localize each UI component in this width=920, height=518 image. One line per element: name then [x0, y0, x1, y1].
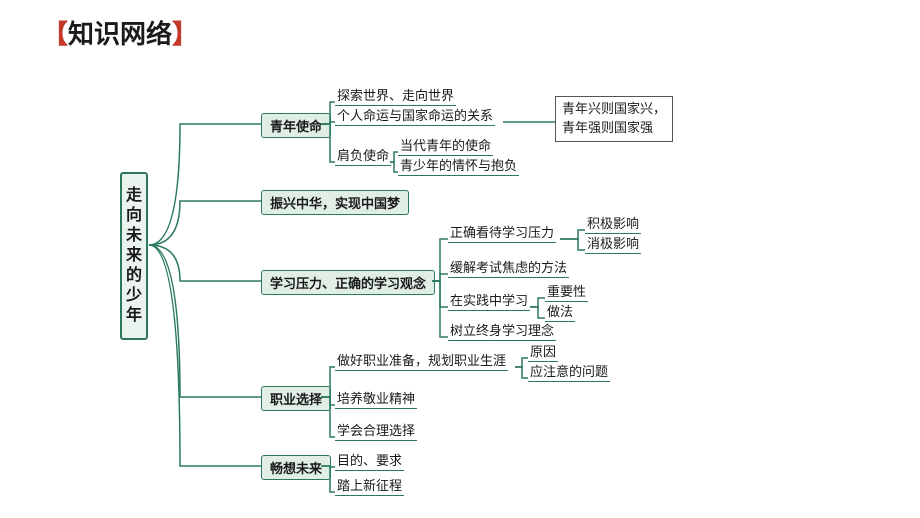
leaf-journey: 踏上新征程 [335, 475, 404, 496]
bracket-close: 】 [172, 19, 198, 49]
leaf-attention: 应注意的问题 [528, 361, 610, 382]
leaf-method: 做法 [545, 301, 575, 322]
leaf-positive: 积极影响 [585, 213, 641, 234]
leaf-dedication: 培养敬业精神 [335, 388, 417, 409]
box-line2: 青年强则国家强 [562, 120, 653, 135]
leaf-negative: 消极影响 [585, 233, 641, 254]
node-career: 职业选择 [261, 386, 331, 411]
leaf-fate: 个人命运与国家命运的关系 [335, 105, 495, 126]
root-node: 走向未来的少年 [120, 172, 148, 340]
leaf-correct-view: 正确看待学习压力 [448, 222, 556, 243]
leaf-prepare: 做好职业准备，规划职业生涯 [335, 350, 508, 371]
leaf-practice: 在实践中学习 [448, 290, 530, 311]
leaf-bear-mission: 肩负使命 [335, 145, 391, 166]
leaf-contemporary: 当代青年的使命 [398, 135, 493, 156]
node-study-pressure: 学习压力、正确的学习观念 [261, 270, 435, 295]
bracket-open: 【 [42, 19, 68, 49]
box-line1: 青年兴则国家兴， [562, 101, 666, 116]
node-revitalize: 振兴中华，实现中国梦 [261, 190, 409, 215]
page-title: 【知识网络】 [42, 14, 198, 51]
leaf-aspiration: 青少年的情怀与抱负 [398, 155, 519, 176]
node-youth-mission: 青年使命 [261, 113, 331, 138]
leaf-relieve: 缓解考试焦虑的方法 [448, 257, 569, 278]
title-text: 知识网络 [68, 19, 172, 49]
box-youth-prosper: 青年兴则国家兴， 青年强则国家强 [555, 96, 673, 142]
leaf-purpose: 目的、要求 [335, 450, 404, 471]
leaf-reason: 原因 [528, 341, 558, 362]
node-future: 畅想未来 [261, 455, 331, 480]
leaf-explore: 探索世界、走向世界 [335, 85, 456, 106]
leaf-importance: 重要性 [545, 281, 588, 302]
leaf-choose: 学会合理选择 [335, 420, 417, 441]
leaf-lifelong: 树立终身学习理念 [448, 320, 556, 341]
